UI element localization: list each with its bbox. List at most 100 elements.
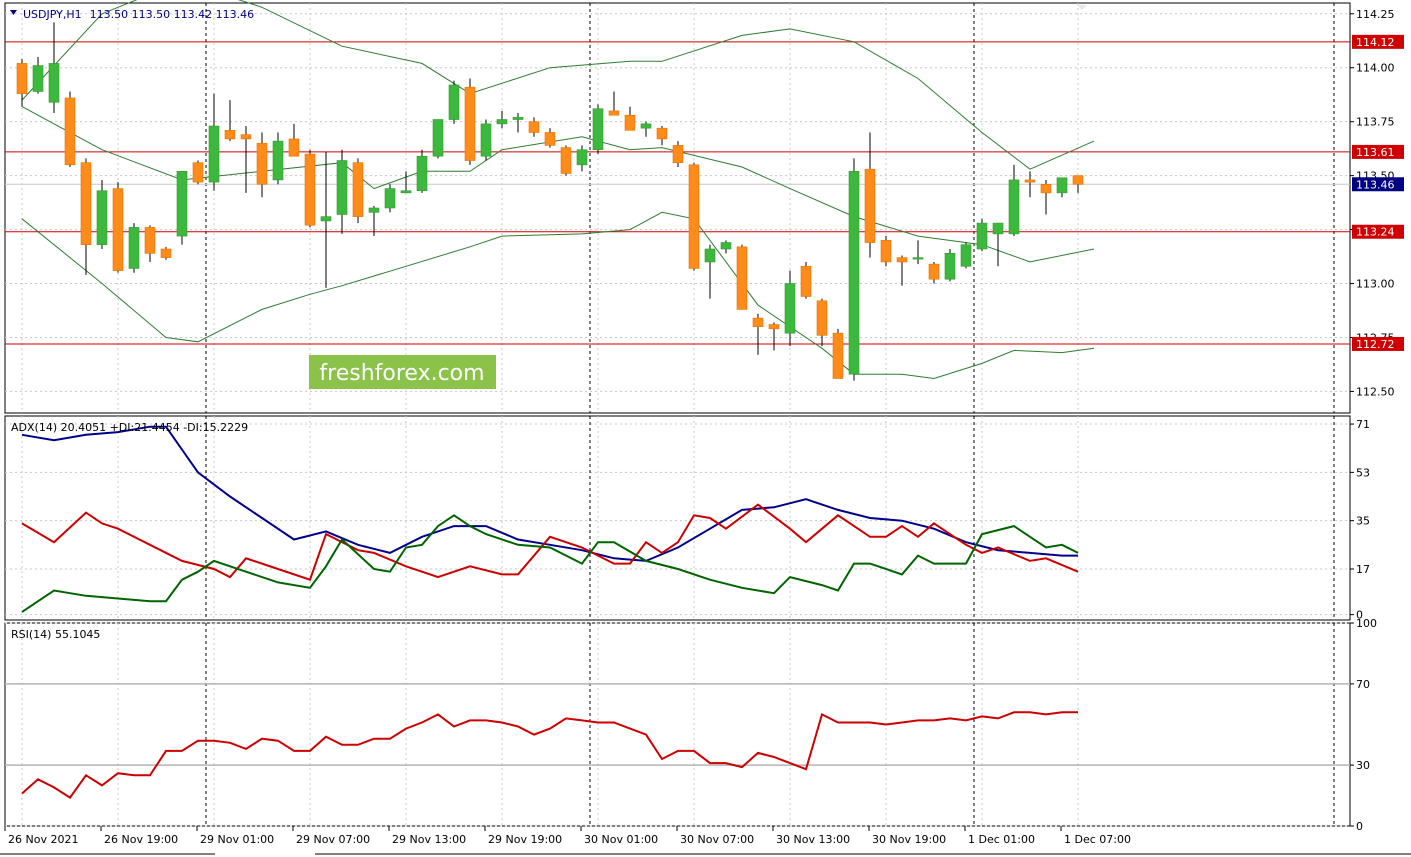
time-tick-label: 30 Nov 07:00 bbox=[680, 833, 754, 846]
candle-bull bbox=[976, 222, 988, 250]
candle-bear bbox=[192, 162, 204, 183]
adx-grid bbox=[5, 416, 1350, 620]
axis-tick-label: 114.00 bbox=[1356, 62, 1395, 75]
rsi-axis: 100 70 30 0 bbox=[1350, 617, 1377, 833]
candle-bear bbox=[880, 240, 892, 263]
rsi-panel[interactable]: 100 70 30 0 RSI(14) 55.1045 bbox=[4, 617, 1377, 833]
adx-panel-frame bbox=[4, 415, 1351, 621]
candle-bull bbox=[944, 253, 956, 280]
candle-bull bbox=[368, 207, 380, 213]
time-tick-label: 29 Nov 13:00 bbox=[392, 833, 466, 846]
candle-bear bbox=[816, 300, 828, 336]
minus_di-line bbox=[21, 514, 1079, 613]
candle-bear bbox=[64, 97, 76, 166]
candle-bear bbox=[160, 248, 172, 258]
candle-bear bbox=[304, 153, 316, 226]
candle-bull bbox=[480, 123, 492, 157]
chevron-down-icon[interactable] bbox=[10, 10, 17, 15]
candle-bear bbox=[752, 317, 764, 327]
candle-bear bbox=[688, 164, 700, 269]
candle-bear bbox=[464, 86, 476, 161]
rsi-panel-frame bbox=[4, 622, 1351, 827]
level-tag-label: 113.24 bbox=[1356, 226, 1395, 239]
candle-bull bbox=[1008, 179, 1020, 235]
candle-bull bbox=[720, 242, 732, 250]
candle-bull bbox=[592, 108, 604, 151]
candle-bear bbox=[16, 63, 28, 94]
candle-bull bbox=[912, 257, 924, 260]
adx-panel[interactable]: 71 53 35 17 0 ADX(14) 20.4051 +DI:21.4454 -D… bbox=[4, 415, 1370, 622]
candle-bull bbox=[992, 222, 1004, 235]
candle-bear bbox=[928, 263, 940, 280]
candle-bear bbox=[1024, 179, 1036, 183]
candle-bear bbox=[608, 110, 620, 116]
level-tag bbox=[1352, 34, 1404, 49]
level-tag bbox=[1352, 336, 1404, 351]
adx-title: ADX(14) 20.4051 +DI:21.4454 -DI:15.2229 bbox=[11, 421, 248, 434]
axis-tick-label: 71 bbox=[1356, 418, 1370, 431]
axis-tick-label: 100 bbox=[1356, 617, 1377, 630]
time-tick-label: 29 Nov 07:00 bbox=[296, 833, 370, 846]
price-axis: 114.25114.00113.75113.50113.25113.00112.… bbox=[1350, 8, 1404, 398]
level-tag bbox=[1352, 144, 1404, 159]
candle-bull bbox=[336, 160, 348, 215]
level-tag-label: 112.72 bbox=[1356, 338, 1395, 351]
time-tick-label: 30 Nov 13:00 bbox=[776, 833, 850, 846]
plus_di-line bbox=[21, 503, 1079, 581]
candle-bull bbox=[384, 188, 396, 209]
current-price-tag bbox=[1352, 177, 1404, 192]
watermark: freshforex.com bbox=[309, 355, 496, 389]
time-tick-label: 1 Dec 01:00 bbox=[968, 833, 1035, 846]
price-grid bbox=[5, 3, 1350, 413]
adx-axis: 71 53 35 17 0 bbox=[1350, 418, 1370, 622]
candle-bear bbox=[112, 188, 124, 271]
candle-bull bbox=[784, 283, 796, 334]
candle-bear bbox=[1040, 183, 1052, 194]
axis-tick-label: 30 bbox=[1356, 759, 1370, 772]
candle-bull bbox=[416, 155, 428, 192]
candle-bear bbox=[80, 162, 92, 245]
watermark-text: freshforex.com bbox=[319, 361, 484, 386]
candle-bull bbox=[640, 123, 652, 129]
bollinger-upper-line bbox=[21, 0, 1095, 170]
scroll-marker-icon bbox=[1077, 5, 1087, 10]
candle-bear bbox=[144, 227, 156, 254]
candle-bull bbox=[96, 190, 108, 245]
candle-bull bbox=[208, 125, 220, 183]
candle-bear bbox=[800, 265, 812, 297]
axis-tick-label: 0 bbox=[1356, 820, 1363, 833]
price-panel[interactable]: 114.25114.00113.75113.50113.25113.00112.… bbox=[4, 0, 1404, 414]
candle-bear bbox=[288, 138, 300, 157]
candle-bear bbox=[544, 132, 556, 146]
candle-bear bbox=[832, 332, 844, 379]
candle-bear bbox=[672, 145, 684, 163]
candle-bear bbox=[240, 134, 252, 140]
axis-tick-label: 70 bbox=[1356, 678, 1370, 691]
time-tick-label: 26 Nov 19:00 bbox=[104, 833, 178, 846]
time-tick-label: 30 Nov 01:00 bbox=[584, 833, 658, 846]
candle-bull bbox=[1056, 177, 1068, 194]
time-tick-label: 30 Nov 19:00 bbox=[872, 833, 946, 846]
candle-bull bbox=[272, 140, 284, 181]
axis-tick-label: 113.00 bbox=[1356, 278, 1395, 291]
time-tick-label: 29 Nov 19:00 bbox=[488, 833, 562, 846]
candle-bull bbox=[512, 117, 524, 120]
price-panel-frame bbox=[4, 2, 1351, 414]
level-tag bbox=[1352, 224, 1404, 239]
candle-bull bbox=[960, 244, 972, 267]
candle-bull bbox=[704, 248, 716, 263]
time-tick-label: 26 Nov 2021 bbox=[8, 833, 78, 846]
candle-bear bbox=[352, 162, 364, 217]
candles[interactable] bbox=[16, 22, 1084, 381]
axis-tick-label: 35 bbox=[1356, 515, 1370, 528]
candle-bear bbox=[896, 257, 908, 263]
candle-bull bbox=[848, 171, 860, 375]
axis-tick-label: 0 bbox=[1356, 609, 1363, 622]
current-price-label: 113.46 bbox=[1356, 178, 1395, 191]
axis-tick-label: 114.25 bbox=[1356, 8, 1395, 21]
candle-bull bbox=[176, 171, 188, 237]
symbol-label: USDJPY,H1 113.50 113.50 113.42 113.46 bbox=[23, 8, 254, 21]
time-tick-label: 29 Nov 01:00 bbox=[200, 833, 274, 846]
candle-bear bbox=[224, 130, 236, 140]
